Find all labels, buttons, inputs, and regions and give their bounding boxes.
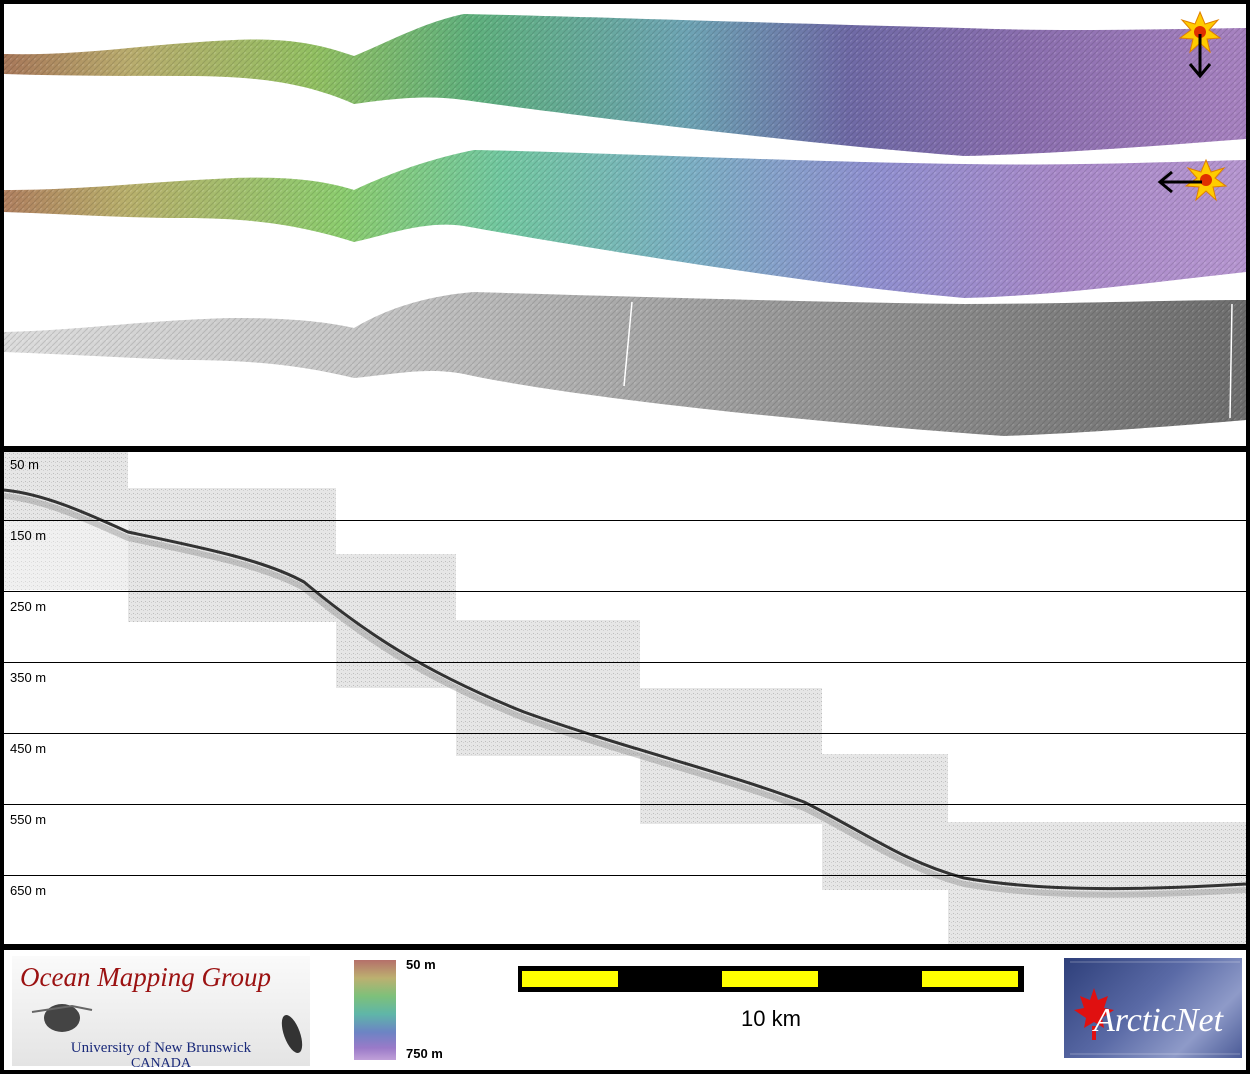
arcticnet-text: ArcticNet [1094,1002,1224,1039]
down-arrow-icon [1188,34,1212,79]
sub-bottom-profile: 50 m 150 m 250 m 350 m 450 m 550 m 650 m [4,452,1246,944]
maple-leaf-icon [1070,961,1240,1055]
swath-strips [4,10,1246,436]
depth-label: 350 m [10,670,47,685]
depth-gridline [4,804,1246,805]
depth-gridline [4,520,1246,521]
depth-label: 50 m [10,457,39,472]
depth-label: 250 m [10,599,47,614]
depth-gridline [4,875,1246,876]
depth-label: 550 m [10,812,47,827]
depth-label: 650 m [10,883,47,898]
arcticnet-logo: ArcticNet [1064,958,1242,1058]
scale-bar [518,966,1024,992]
omg-title: Ocean Mapping Group [20,962,271,992]
depth-label: 450 m [10,741,47,756]
ocean-mapping-group-logo: Ocean Mapping Group University of New Br… [12,956,310,1070]
depth-gridline [4,733,1246,734]
omg-country: CANADA [131,1056,191,1070]
depth-gridline [4,591,1246,592]
footer: Ocean Mapping Group University of New Br… [4,950,1246,1070]
sonar-fish-icon [31,1004,303,1053]
seabed-reflector [4,488,1246,891]
depth-gridline [4,662,1246,663]
sun-icon [1184,158,1228,202]
depth-color-legend [354,960,396,1060]
legend-top-label: 50 m [406,957,436,972]
left-arrow-icon [1157,170,1202,194]
swath-panel [4,4,1246,446]
scale-label: 10 km [741,1006,801,1031]
profile-image [4,452,1246,944]
legend-bottom-label: 750 m [406,1046,443,1061]
omg-university: University of New Brunswick [70,1040,252,1056]
depth-label: 150 m [10,528,47,543]
